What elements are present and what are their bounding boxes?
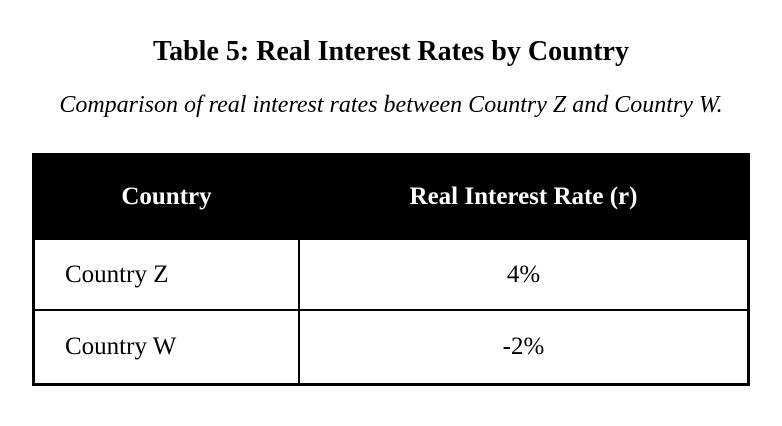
cell-rate-country-w: -2% <box>298 309 750 386</box>
column-header-country: Country <box>32 153 300 240</box>
table-row: Country W -2% <box>32 309 750 386</box>
table-header-row: Country Real Interest Rate (r) <box>32 153 750 240</box>
document-page: Table 5: Real Interest Rates by Country … <box>0 0 782 386</box>
column-header-real-interest-rate: Real Interest Rate (r) <box>298 153 750 240</box>
cell-rate-country-z: 4% <box>298 238 750 311</box>
table-subtitle: Comparison of real interest rates betwee… <box>59 92 723 118</box>
page-title: Table 5: Real Interest Rates by Country <box>153 36 629 67</box>
cell-country-w: Country W <box>32 309 300 386</box>
table-row: Country Z 4% <box>32 238 750 311</box>
interest-rates-table: Country Real Interest Rate (r) Country Z… <box>32 153 750 386</box>
cell-country-z: Country Z <box>32 238 300 311</box>
